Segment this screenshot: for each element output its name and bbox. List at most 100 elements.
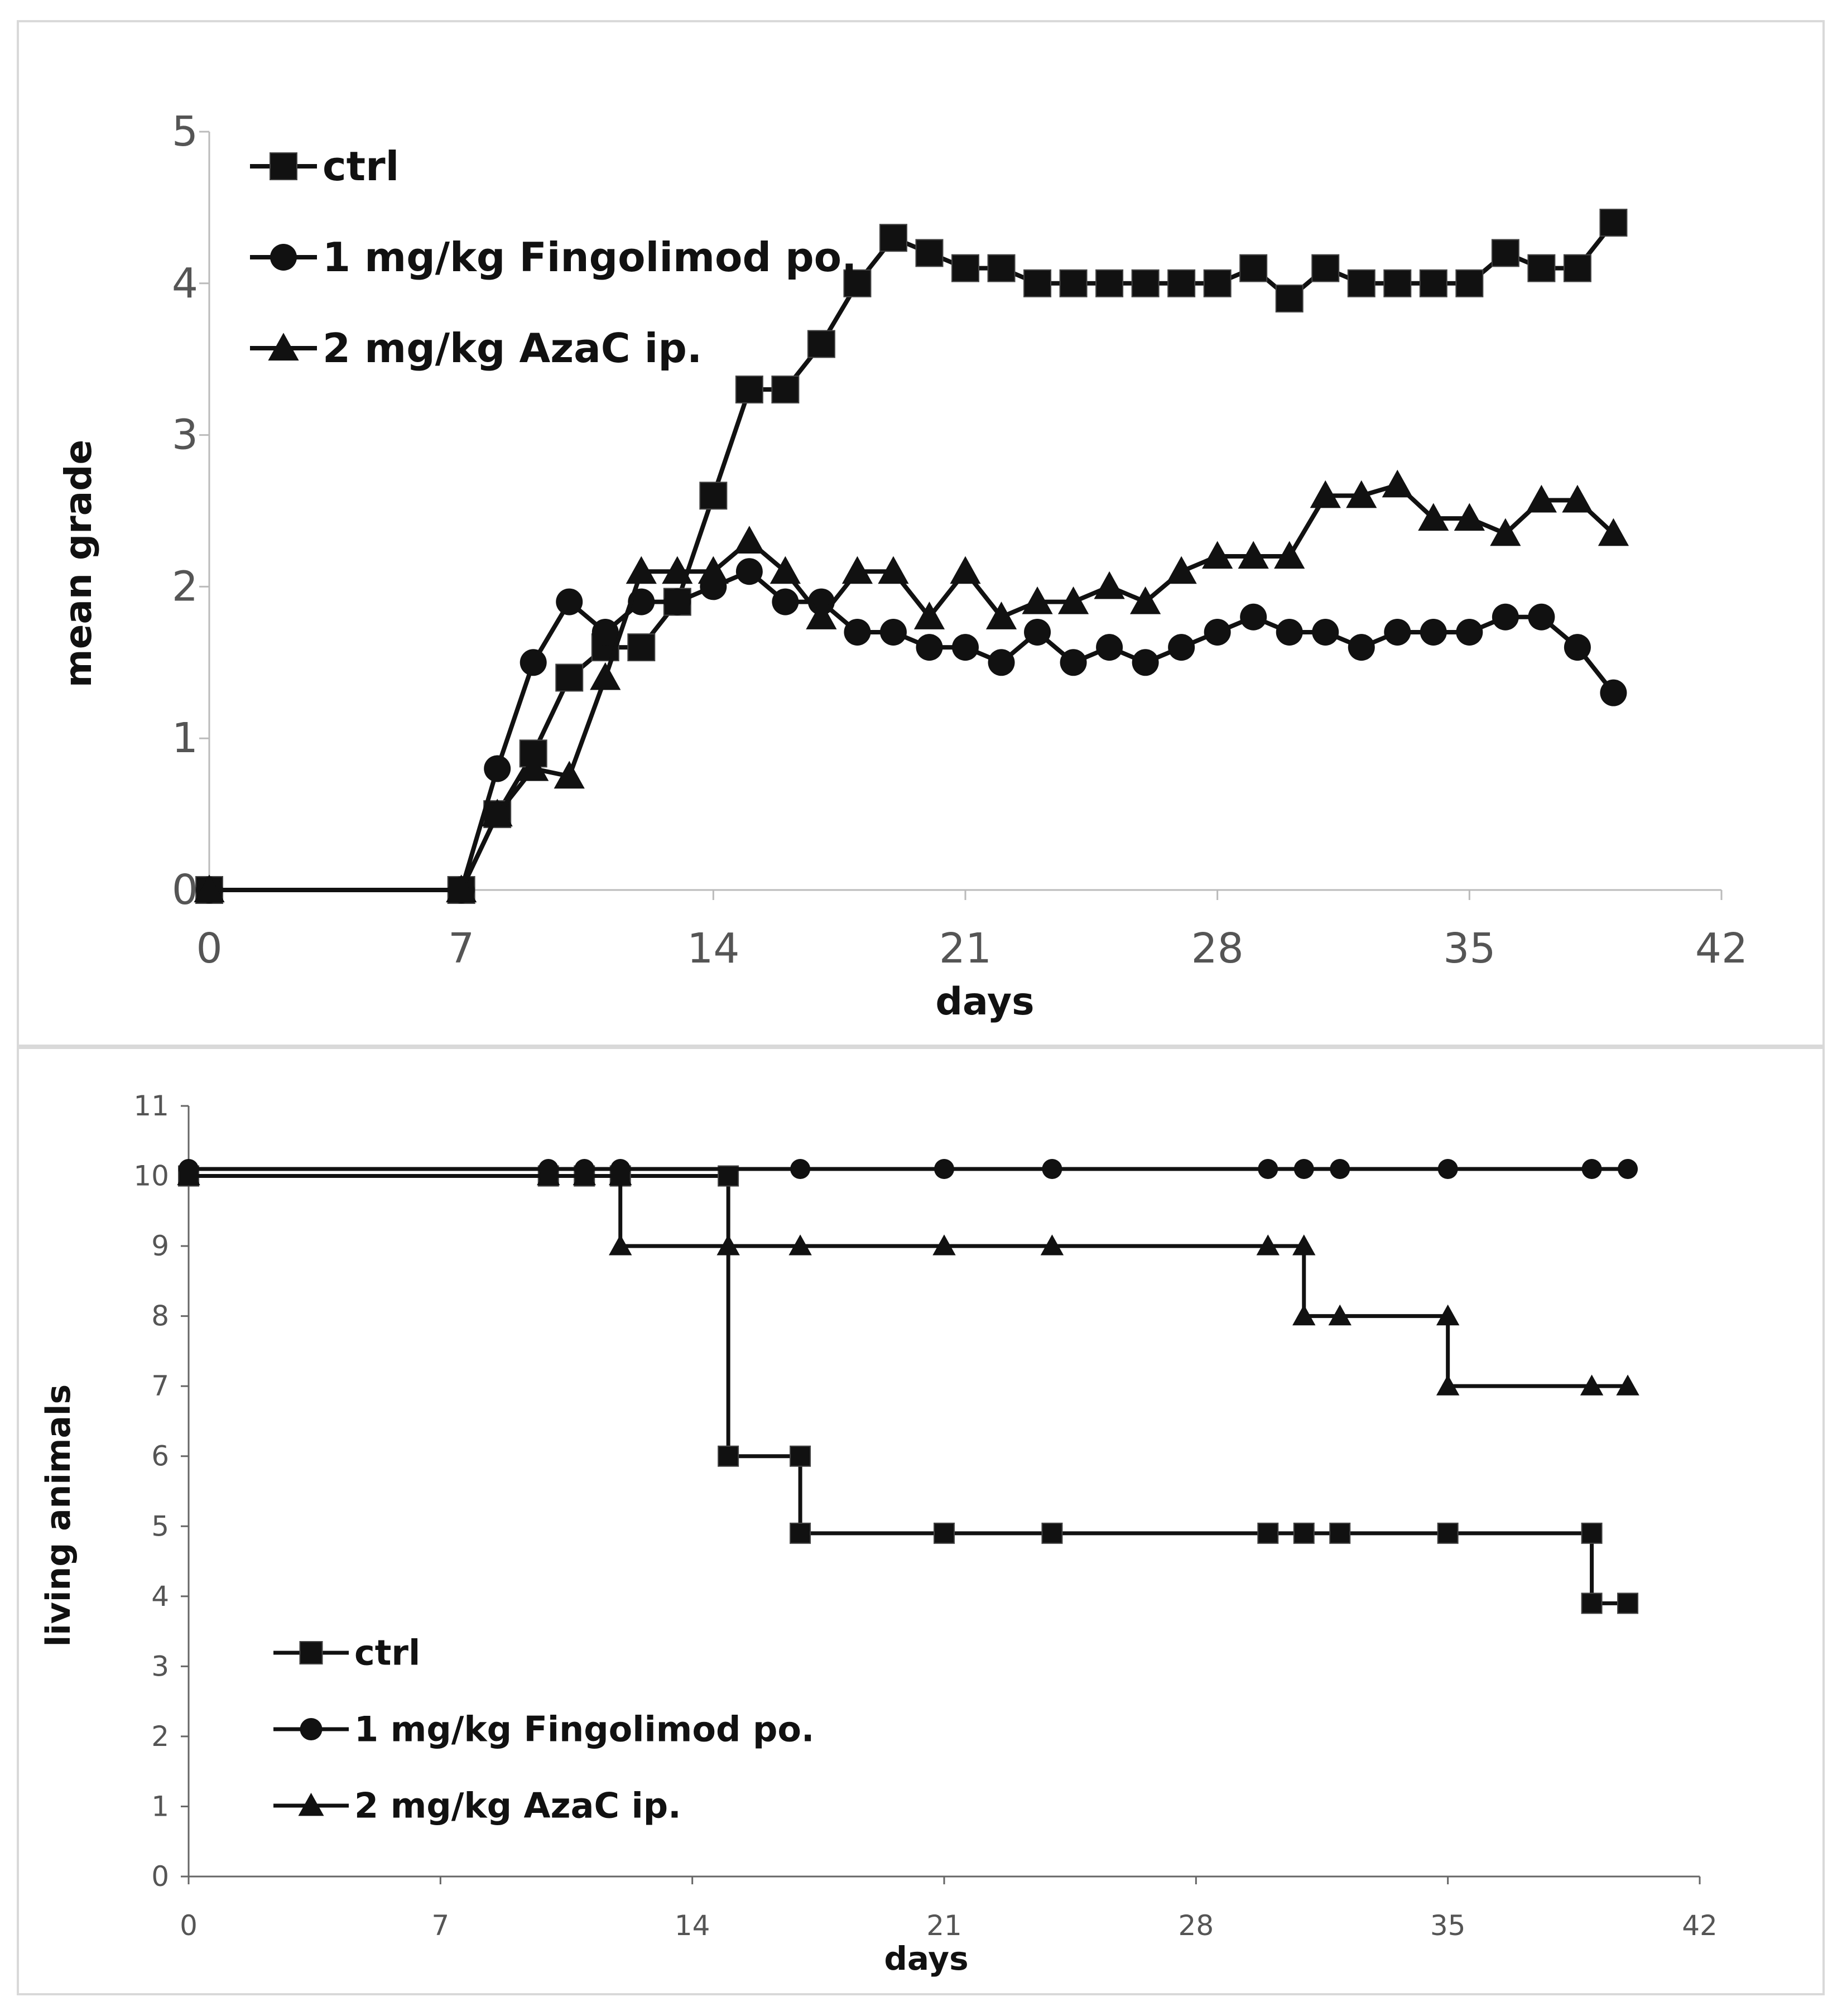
circle-data-point (772, 588, 799, 615)
y-tick-label: 9 (151, 1230, 169, 1262)
circle-data-point (1060, 649, 1087, 676)
triangle-data-point (985, 602, 1017, 629)
x-tick-label: 14 (687, 925, 739, 973)
square-data-point (987, 254, 1016, 282)
circle-data-point (934, 1158, 954, 1179)
square-data-point (1455, 269, 1484, 297)
legend-label: 2 mg/kg AzaC ip. (354, 1786, 681, 1826)
y-tick-label: 2 (172, 562, 198, 610)
triangle-data-point (1238, 541, 1269, 569)
triangle-data-point (734, 526, 765, 554)
triangle-data-point (1292, 1304, 1316, 1326)
x-tick-label: 42 (1682, 1909, 1718, 1942)
square-data-point (555, 663, 584, 692)
circle-data-point (1618, 1158, 1638, 1179)
square-data-point (1131, 269, 1160, 297)
legend-triangle-marker (298, 1793, 324, 1816)
square-data-point (790, 1522, 811, 1544)
series-2-mg-kg-azac-ip (177, 1164, 1639, 1396)
circle-data-point (1581, 1158, 1602, 1179)
triangle-data-point (1346, 480, 1377, 508)
square-data-point (1311, 254, 1340, 282)
living-animals-chart-panel (17, 1047, 1825, 1995)
series-2-mg-kg-azac-ip (194, 469, 1629, 903)
triangle-data-point (482, 798, 513, 827)
triangle-data-point (841, 556, 873, 584)
circle-data-point (1204, 618, 1231, 646)
x-tick-label: 0 (180, 1909, 198, 1942)
triangle-data-point (769, 556, 801, 584)
y-axis-title: living animals (39, 1384, 78, 1647)
y-tick-label: 5 (172, 108, 198, 156)
square-data-point (1437, 1522, 1459, 1544)
legend: ctrl 1 mg/kg Fingolimod po. 2 mg/kg AzaC i… (250, 143, 857, 372)
triangle-data-point (716, 1234, 740, 1255)
square-data-point (1419, 269, 1447, 297)
x-axis-title: days (935, 980, 1034, 1024)
square-data-point (790, 1445, 811, 1467)
triangle-data-point (1256, 1234, 1280, 1255)
square-data-point (1491, 239, 1519, 267)
square-data-point (843, 269, 872, 297)
square-data-point (718, 1445, 739, 1467)
x-tick-label: 35 (1430, 1909, 1466, 1942)
square-data-point (1023, 269, 1052, 297)
x-tick-label: 14 (675, 1909, 710, 1942)
triangle-data-point (177, 1164, 200, 1186)
y-tick-label: 2 (151, 1720, 169, 1753)
triangle-data-point (1418, 503, 1449, 531)
legend-square-marker (299, 1641, 323, 1664)
y-tick-label: 8 (151, 1300, 169, 1332)
square-data-point (1347, 269, 1376, 297)
x-tick-label: 0 (196, 925, 222, 973)
circle-data-point (1330, 1158, 1350, 1179)
y-tick-label: 11 (133, 1090, 169, 1122)
y-tick-label: 1 (151, 1790, 169, 1822)
triangle-data-point (1310, 480, 1341, 508)
triangle-data-point (446, 874, 477, 903)
y-tick-label: 1 (172, 714, 198, 762)
y-tick-label: 7 (151, 1370, 169, 1402)
x-tick-label: 21 (939, 925, 992, 973)
circle-data-point (1042, 1158, 1062, 1179)
legend-circle-marker (300, 1718, 323, 1740)
y-tick-label: 6 (151, 1440, 169, 1473)
circle-data-point (1096, 634, 1123, 661)
series-line (209, 483, 1615, 892)
square-data-point (1527, 254, 1556, 282)
circle-data-point (520, 649, 547, 676)
triangle-data-point (1490, 518, 1521, 546)
triangle-data-point (590, 662, 621, 690)
legend-triangle-marker (268, 333, 299, 361)
square-data-point (1581, 1592, 1603, 1614)
circle-data-point (1312, 618, 1339, 646)
legend-label: ctrl (354, 1633, 420, 1673)
square-data-point (1617, 1592, 1639, 1614)
triangle-data-point (932, 1234, 956, 1255)
square-data-point (735, 376, 763, 404)
circle-data-point (1528, 603, 1555, 631)
x-tick-label: 7 (431, 1909, 449, 1942)
triangle-data-point (913, 602, 945, 629)
square-data-point (1599, 209, 1628, 237)
y-tick-label: 3 (172, 411, 198, 459)
circle-data-point (1293, 1158, 1314, 1179)
circle-data-point (556, 588, 583, 615)
circle-data-point (1348, 634, 1375, 661)
circle-data-point (952, 634, 979, 661)
circle-data-point (1132, 649, 1159, 676)
legend-label: 2 mg/kg AzaC ip. (323, 325, 702, 372)
y-tick-label: 0 (151, 1860, 169, 1893)
square-data-point (627, 633, 656, 662)
circle-data-point (735, 558, 763, 585)
triangle-data-point (950, 556, 981, 584)
circle-data-point (1456, 618, 1483, 646)
circle-data-point (1437, 1158, 1458, 1179)
square-data-point (1239, 254, 1268, 282)
circle-data-point (916, 634, 943, 661)
series-ctrl (178, 1165, 1639, 1614)
y-tick-label: 5 (151, 1510, 169, 1542)
triangle-data-point (1598, 518, 1629, 546)
triangle-data-point (1292, 1234, 1316, 1255)
triangle-data-point (878, 556, 909, 584)
